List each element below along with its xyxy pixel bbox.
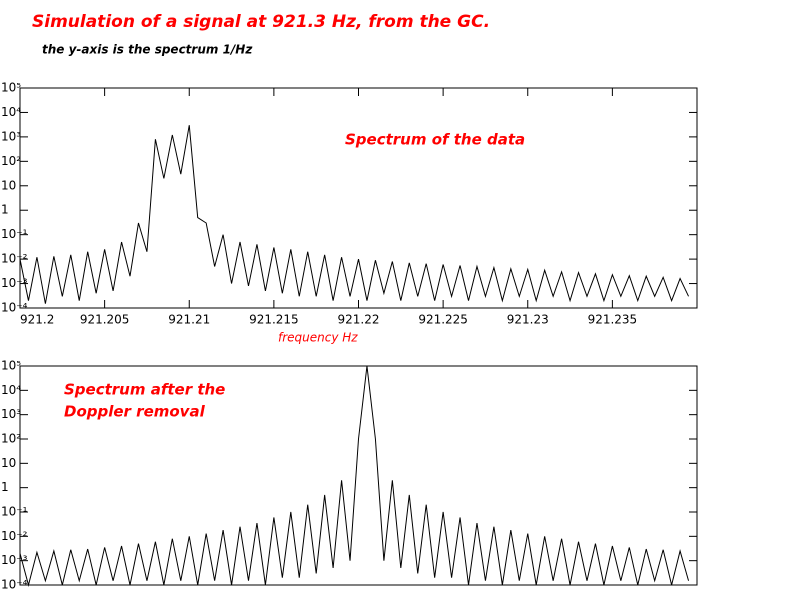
x-tick-label: 921.21	[168, 313, 210, 327]
page-subtitle: the y-axis is the spectrum 1/Hz	[42, 43, 253, 57]
y-tick-label: 10⁻³	[1, 276, 28, 290]
annotation: Spectrum of the data	[345, 131, 525, 149]
x-axis-label: frequency Hz	[278, 331, 358, 345]
plot-frame	[19, 365, 698, 586]
y-tick-label: 10²	[1, 154, 21, 168]
x-tick-label: 921.205	[80, 313, 130, 327]
y-tick-label: 10³	[1, 407, 21, 421]
y-tick-label: 10⁻¹	[1, 505, 28, 519]
x-tick-label: 921.2	[20, 313, 54, 327]
y-tick-label: 10³	[1, 129, 21, 143]
spectrum-line	[19, 125, 689, 304]
annotation: Doppler removal	[64, 403, 206, 421]
y-tick-label: 10⁻²	[1, 252, 28, 266]
y-tick-label: 10⁻⁴	[1, 301, 28, 315]
x-tick-label: 921.215	[249, 313, 299, 327]
x-tick-label: 921.22	[338, 313, 380, 327]
y-tick-label: 10⁵	[1, 359, 21, 373]
y-tick-label: 10⁻¹	[1, 227, 28, 241]
y-tick-label: 10²	[1, 432, 21, 446]
y-tick-label: 10⁻²	[1, 529, 28, 543]
y-tick-label: 10⁻⁴	[1, 578, 28, 592]
y-tick-label: 10⁴	[1, 105, 21, 119]
x-tick-label: 921.235	[588, 313, 638, 327]
x-tick-label: 921.23	[507, 313, 549, 327]
y-tick-label: 10⁴	[1, 383, 21, 397]
x-tick-label: 921.225	[418, 313, 468, 327]
y-tick-label: 1	[1, 203, 9, 217]
y-tick-label: 10⁵	[1, 81, 21, 95]
y-tick-label: 10	[1, 456, 16, 470]
y-tick-label: 10	[1, 178, 16, 192]
y-tick-label: 1	[1, 480, 9, 494]
spectrum-line	[19, 365, 690, 587]
annotation: Spectrum after the	[64, 381, 225, 399]
page-title: Simulation of a signal at 921.3 Hz, from…	[32, 12, 490, 32]
